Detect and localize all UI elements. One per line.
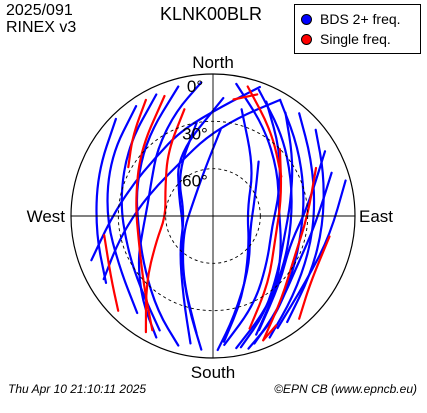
- legend-label-single: Single freq.: [320, 31, 391, 47]
- single-freq-track-8: [232, 93, 259, 101]
- legend-label-bds: BDS 2+ freq.: [320, 11, 401, 27]
- legend-item-single: Single freq.: [301, 30, 391, 48]
- bds-track-17: [276, 179, 347, 330]
- single-freq-track-2: [246, 85, 283, 178]
- skyplot-labels: North South West East 0° 30° 60°: [27, 53, 394, 382]
- bds-track-19: [181, 128, 222, 335]
- single-freq-track-5: [298, 235, 331, 320]
- bds-track-10: [106, 105, 139, 315]
- bds-track-6: [223, 100, 281, 346]
- single-freq-track-1: [144, 108, 186, 334]
- footer-timestamp: Thu Apr 10 21:10:11 2025: [8, 382, 147, 396]
- bds-track-4: [268, 112, 316, 339]
- direction-west: West: [27, 207, 66, 226]
- date-label: 2025/091: [6, 2, 73, 19]
- single-freq-track-7: [103, 234, 120, 312]
- rinex-version-label: RINEX v3: [6, 19, 77, 36]
- elevation-tick-1: 30°: [182, 124, 208, 143]
- satellite-tracks: [90, 81, 347, 352]
- bds-track-18: [216, 160, 260, 352]
- bds-track-13: [179, 121, 198, 345]
- legend-marker-single: [301, 33, 312, 45]
- skyplot-grid: [70, 73, 356, 359]
- single-freq-track-0: [127, 98, 147, 169]
- elevation-tick-2: 60°: [182, 172, 208, 191]
- single-freq-track-9: [262, 324, 278, 342]
- direction-south: South: [191, 363, 235, 382]
- bds-track-15: [258, 150, 327, 332]
- bds-track-11: [95, 117, 117, 284]
- bds-track-20: [102, 98, 282, 281]
- single-freq-track-4: [135, 94, 166, 332]
- single-freq-track-3: [262, 166, 318, 342]
- direction-east: East: [359, 207, 393, 226]
- single-freq-track-6: [248, 148, 283, 330]
- legend: BDS 2+ freq. Single freq.: [294, 4, 421, 54]
- footer-credit: ©EPN CB (www.epncb.eu): [274, 382, 417, 396]
- station-label: KLNK00BLR: [160, 4, 263, 24]
- bds-track-0: [137, 81, 203, 339]
- legend-marker-bds: [301, 13, 312, 25]
- elevation-tick-0: 0°: [187, 77, 203, 96]
- direction-north: North: [192, 53, 234, 72]
- legend-item-bds: BDS 2+ freq.: [301, 10, 401, 28]
- bds-track-7: [239, 111, 294, 349]
- bds-track-21: [90, 85, 261, 262]
